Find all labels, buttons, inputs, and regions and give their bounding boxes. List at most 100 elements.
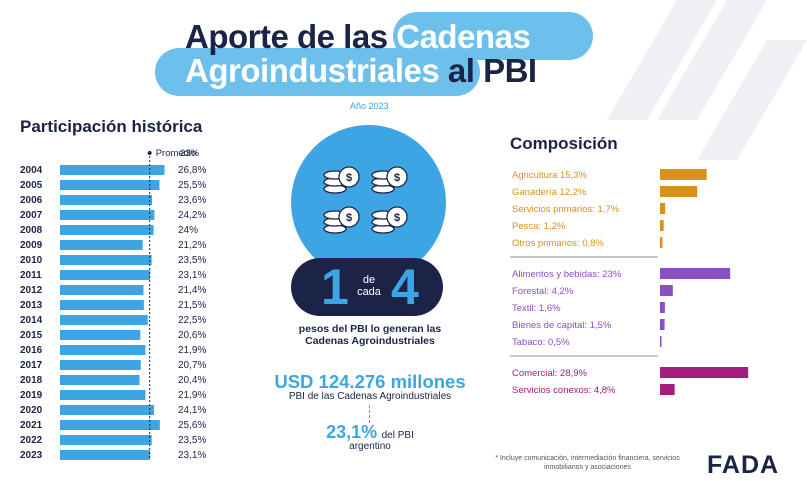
bar-value-label: 23,1%	[178, 270, 206, 281]
year-label: 2010	[20, 255, 43, 266]
year-label: 2004	[20, 165, 43, 176]
bar-2010	[60, 255, 152, 265]
bar-value-label: 23,5%	[178, 435, 206, 446]
year-label: 2007	[20, 210, 43, 221]
historic-title: Participación histórica	[20, 117, 203, 136]
year-label: 2023	[20, 450, 43, 460]
year-label: 2008	[20, 225, 43, 236]
title-part: al PBI	[447, 52, 537, 89]
dashed-divider	[369, 405, 370, 423]
bar-value-label: 26,8%	[178, 165, 206, 176]
average-value: 23%	[180, 148, 200, 159]
ratio-one: 1	[321, 259, 349, 315]
bar-value-label: 25,5%	[178, 180, 206, 191]
page-title: Aporte de las Cadenas Agroindustriales a…	[185, 20, 537, 88]
year-label: 2011	[20, 270, 42, 281]
year-label: 2018	[20, 375, 43, 386]
year-label: 2017	[20, 360, 43, 371]
composition-bar	[660, 384, 675, 395]
composition-title: Composición	[510, 134, 618, 153]
composition-bar	[660, 268, 731, 279]
composition-bar	[660, 220, 664, 231]
bar-value-label: 22,5%	[178, 315, 206, 326]
ratio-middle-line: cada	[357, 286, 381, 298]
usd-subtitle: PBI de las Cadenas Agroindustriales	[288, 391, 452, 402]
bar-2023	[60, 450, 151, 460]
composition-label: Agricultura 15,3%	[512, 170, 588, 181]
composition-bar	[660, 302, 665, 313]
average-label: Promedio	[156, 148, 197, 159]
bar-2013	[60, 300, 144, 310]
composition-label: Comercial: 28,9%	[512, 368, 588, 379]
composition-bar	[660, 336, 662, 347]
bar-2009	[60, 240, 143, 250]
composition-label: Bienes de capital: 1,5%	[512, 320, 612, 331]
coin-face	[338, 206, 360, 228]
bar-2018	[60, 375, 140, 385]
ratio-pill: 1 de cada 4	[291, 258, 443, 316]
historic-chart: 2004 26,8% 2005 25,5% 2006 23,6% 2007 24,2% 2008…	[20, 148, 206, 460]
pbi-share-value: 23,1%	[326, 422, 378, 442]
ratio-middle-line: de	[362, 274, 376, 286]
coin-face	[386, 166, 408, 188]
bar-2008	[60, 225, 154, 235]
ratio-middle: de cada	[349, 274, 389, 298]
pbi-share: 23,1% del PBI	[270, 422, 470, 443]
year-label: 2013	[20, 300, 43, 311]
usd-value: USD 124.276 millones	[274, 371, 466, 392]
composition-label: Ganadería 12,2%	[512, 187, 587, 198]
bar-value-label: 23,5%	[178, 255, 206, 266]
bar-value-label: 21,9%	[178, 390, 206, 401]
fada-logo: FADA	[707, 451, 780, 479]
footnote: * Incluye comunicación, intermediación f…	[495, 455, 680, 471]
title-part: Agroindustriales	[185, 52, 440, 89]
composition-bar	[660, 367, 749, 378]
composition-bar	[660, 237, 663, 248]
dollar-sign: $	[394, 212, 400, 224]
ratio-description: pesos del PBI lo generan las Cadenas Agr…	[270, 323, 470, 347]
year-label: 2012	[20, 285, 43, 296]
bar-value-label: 24%	[178, 225, 198, 236]
pbi-share-sub: argentino	[349, 441, 391, 452]
bar-value-label: 20,7%	[178, 360, 206, 371]
coin-face	[338, 166, 360, 188]
composition-label: Pesca: 1,2%	[512, 221, 566, 232]
ratio-four: 4	[391, 259, 419, 315]
bar-value-label: 21,5%	[178, 300, 206, 311]
pbi-share-suffix: del PBI	[381, 430, 414, 441]
average-marker	[147, 151, 152, 155]
bar-value-label: 23,1%	[178, 450, 206, 460]
year-label: 2022	[20, 435, 43, 446]
coin-stacks-icon: $ $ $ $	[323, 166, 408, 234]
bar-2007	[60, 210, 155, 220]
title-highlight-bottom	[155, 48, 480, 96]
coin-face	[386, 206, 408, 228]
bar-2004	[60, 165, 165, 175]
bar-2020	[60, 405, 154, 415]
composition-label: Alimentos y bebidas: 23%	[512, 269, 622, 280]
bar-value-label: 24,2%	[178, 210, 206, 221]
bar-value-label: 21,4%	[178, 285, 206, 296]
composition-label: Textil: 1,6%	[512, 303, 561, 314]
bar-2012	[60, 285, 144, 295]
bar-2021	[60, 420, 160, 430]
year-label: 2015	[20, 330, 43, 341]
bar-2011	[60, 270, 151, 280]
coins-circle: $ $ $ $	[291, 125, 446, 280]
year-label: 2016	[20, 345, 43, 356]
bar-2006	[60, 195, 153, 205]
composition-chart: Agricultura 15,3% Ganadería 12,2% Servicio…	[510, 169, 749, 395]
dollar-sign: $	[346, 212, 352, 224]
composition-label: Servicios conexos: 4,8%	[512, 385, 616, 395]
bar-2016	[60, 345, 146, 355]
background-decoration	[607, 0, 807, 160]
dollar-sign: $	[394, 172, 400, 184]
bar-2005	[60, 180, 160, 190]
year-label: 2006	[20, 195, 43, 206]
title-part: Aporte de las	[185, 18, 388, 55]
composition-bar	[660, 285, 673, 296]
composition-bar	[660, 186, 698, 197]
dollar-sign: $	[346, 172, 352, 184]
title-part: Cadenas	[396, 18, 531, 55]
composition-bar	[660, 169, 707, 180]
